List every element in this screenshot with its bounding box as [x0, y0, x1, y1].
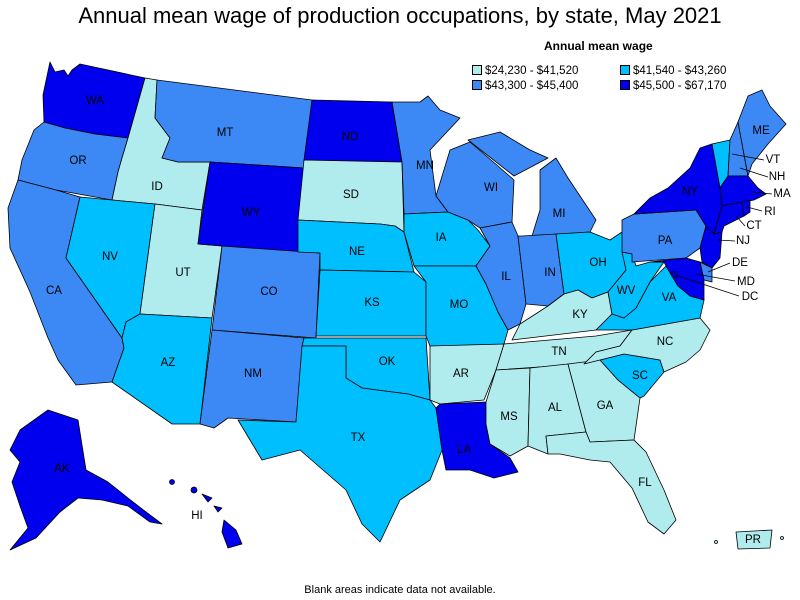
map-title: Annual mean wage of production occupatio…: [78, 3, 722, 28]
state-mi[interactable]: [467, 131, 597, 237]
state-label-nc: NC: [657, 336, 674, 348]
leader-line-ma: [751, 191, 773, 195]
legend-item-tier-1: $41,540 - $43,260: [620, 65, 726, 78]
legend-item-tier-3: $45,500 - $67,170: [620, 80, 726, 93]
legend-item-tier-2: $43,300 - $45,400: [472, 80, 578, 93]
state-label-mi: MI: [553, 208, 566, 220]
state-label-ny: NY: [682, 186, 698, 198]
pr-island-mark: [780, 536, 784, 540]
state-label-al: AL: [548, 402, 563, 414]
state-label-wa: WA: [86, 95, 104, 107]
state-label-az: AZ: [161, 357, 176, 369]
state-label-de: DE: [732, 257, 748, 269]
legend-label: $43,300 - $45,400: [485, 80, 579, 92]
state-label-pr: PR: [745, 534, 761, 546]
leader-line-dc: [674, 274, 740, 297]
state-label-ar: AR: [453, 368, 469, 380]
leader-line-vt: [731, 153, 765, 161]
state-label-il: IL: [501, 271, 511, 283]
state-az[interactable]: [111, 313, 213, 425]
state-mt[interactable]: [154, 79, 313, 169]
state-ak[interactable]: [9, 409, 163, 551]
state-md[interactable]: [649, 257, 705, 301]
legend-swatch: [620, 65, 630, 75]
state-label-ia: IA: [436, 232, 447, 244]
state-mn[interactable]: [391, 95, 461, 215]
state-label-ne: NE: [349, 246, 365, 258]
state-label-mn: MN: [416, 160, 434, 172]
state-label-dc: DC: [742, 291, 759, 303]
state-label-or: OR: [69, 155, 86, 167]
state-hi[interactable]: [169, 479, 243, 549]
legend-title: Annual mean wage: [544, 39, 653, 53]
state-il[interactable]: [475, 221, 527, 331]
state-dc[interactable]: [671, 271, 678, 278]
state-label-va: VA: [662, 292, 677, 304]
state-ky[interactable]: [511, 289, 613, 341]
legend-label: $41,540 - $43,260: [633, 65, 727, 77]
state-label-co: CO: [260, 286, 277, 298]
legend-label: $45,500 - $67,170: [633, 80, 727, 92]
state-label-ma: MA: [773, 188, 791, 200]
leader-line-ri: [746, 206, 763, 212]
state-label-nj: NJ: [736, 235, 750, 247]
state-pr[interactable]: [735, 529, 773, 550]
state-label-ut: UT: [175, 267, 190, 279]
state-label-ct: CT: [746, 220, 761, 232]
state-fl[interactable]: [545, 431, 677, 535]
state-label-ok: OK: [379, 356, 396, 368]
state-label-ga: GA: [597, 400, 614, 412]
state-ri[interactable]: [741, 199, 751, 217]
state-label-sd: SD: [343, 189, 359, 201]
state-label-nh: NH: [769, 171, 786, 183]
state-label-id: ID: [151, 181, 163, 193]
legend-label: $24,230 - $41,520: [485, 65, 579, 77]
state-label-wv: WV: [617, 285, 636, 297]
state-label-wy: WY: [242, 207, 261, 219]
state-label-tx: TX: [351, 432, 366, 444]
state-label-in: IN: [544, 267, 556, 279]
legend-swatch: [472, 80, 482, 90]
state-label-ca: CA: [46, 285, 62, 297]
leader-line-nj: [717, 239, 736, 242]
state-label-ri: RI: [764, 206, 776, 218]
state-label-ky: KY: [572, 309, 588, 321]
state-label-mt: MT: [217, 127, 234, 139]
state-label-ms: MS: [500, 411, 518, 423]
state-label-ks: KS: [364, 297, 380, 309]
state-label-tn: TN: [551, 346, 566, 358]
state-label-vt: VT: [766, 154, 781, 166]
legend-swatch: [472, 65, 482, 75]
state-label-oh: OH: [589, 257, 606, 269]
state-me[interactable]: [737, 89, 787, 177]
state-label-hi: HI: [191, 510, 203, 522]
state-label-ak: AK: [54, 463, 70, 475]
leader-line-md: [695, 273, 736, 282]
leader-line-nh: [739, 167, 769, 178]
footnote: Blank areas indicate data not available.: [304, 584, 496, 596]
leader-line-ct: [735, 215, 746, 227]
state-label-sc: SC: [632, 370, 648, 382]
state-label-md: MD: [737, 276, 755, 288]
state-label-nd: ND: [342, 131, 359, 143]
leader-line-de: [707, 262, 731, 273]
state-label-nv: NV: [102, 251, 118, 263]
state-label-nm: NM: [244, 368, 262, 380]
state-label-me: ME: [752, 125, 770, 137]
state-label-fl: FL: [638, 477, 652, 489]
state-label-mo: MO: [450, 299, 469, 311]
state-label-la: LA: [457, 444, 471, 456]
state-label-pa: PA: [658, 235, 673, 247]
pr-island-mark: [714, 540, 718, 544]
legend-item-tier-0: $24,230 - $41,520: [472, 65, 578, 78]
state-tx[interactable]: [237, 345, 443, 543]
state-label-wi: WI: [484, 182, 498, 194]
legend-swatch: [620, 80, 630, 90]
